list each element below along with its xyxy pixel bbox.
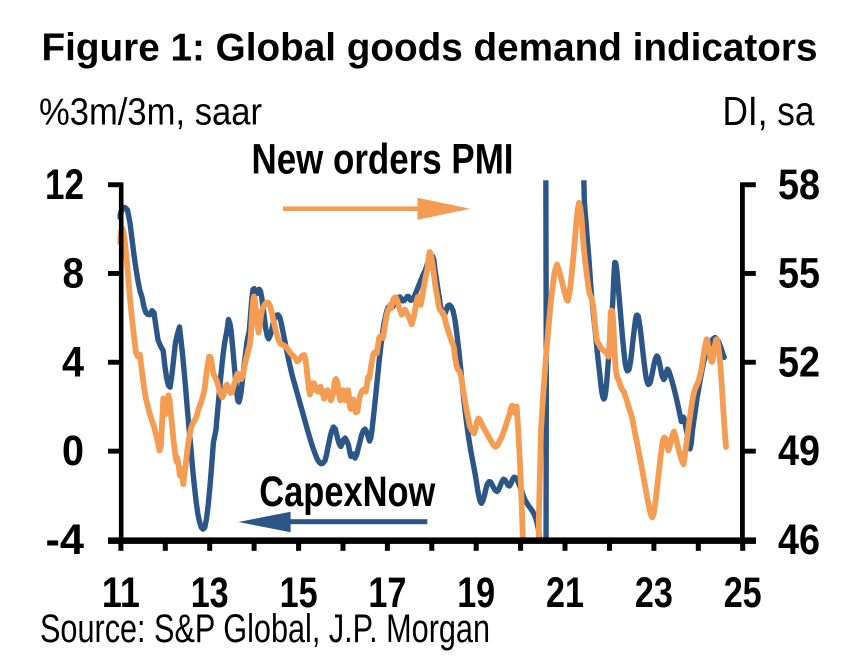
svg-text:-4: -4 xyxy=(46,516,85,564)
svg-text:21: 21 xyxy=(546,569,584,617)
svg-text:13: 13 xyxy=(191,569,229,617)
svg-text:17: 17 xyxy=(368,569,406,617)
svg-text:25: 25 xyxy=(724,569,762,617)
svg-text:New orders PMI: New orders PMI xyxy=(252,136,514,184)
svg-text:Figure 1: Global goods demand: Figure 1: Global goods demand indicators xyxy=(42,27,818,70)
svg-text:%3m/3m, saar: %3m/3m, saar xyxy=(39,91,262,133)
svg-text:52: 52 xyxy=(778,338,820,386)
svg-text:49: 49 xyxy=(778,427,820,475)
svg-text:DI, sa: DI, sa xyxy=(723,88,815,134)
svg-text:0: 0 xyxy=(62,427,84,475)
svg-text:12: 12 xyxy=(45,161,84,209)
svg-text:Source: S&P Global, J.P. Morga: Source: S&P Global, J.P. Morgan xyxy=(40,607,490,651)
svg-text:CapexNow: CapexNow xyxy=(259,468,435,516)
svg-text:23: 23 xyxy=(635,569,673,617)
svg-text:4: 4 xyxy=(62,338,84,386)
svg-text:55: 55 xyxy=(778,250,820,298)
svg-text:46: 46 xyxy=(778,516,820,564)
svg-text:19: 19 xyxy=(457,569,495,617)
svg-text:11: 11 xyxy=(102,569,140,617)
svg-text:8: 8 xyxy=(63,250,85,298)
svg-text:15: 15 xyxy=(280,569,318,617)
svg-text:58: 58 xyxy=(778,161,820,209)
